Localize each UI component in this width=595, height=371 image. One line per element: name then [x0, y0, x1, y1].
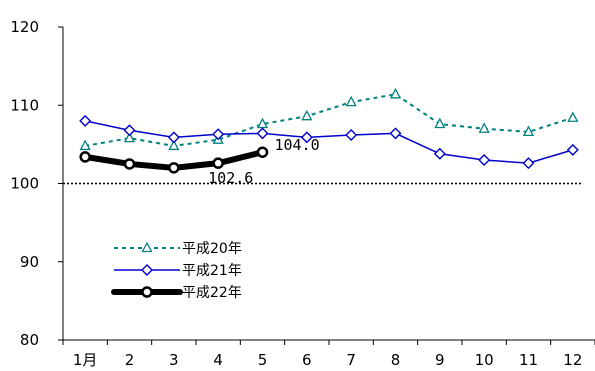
- triangle-marker: [567, 111, 579, 122]
- diamond-marker: [389, 127, 402, 140]
- circle-marker: [141, 286, 153, 298]
- x-tick-label: 1月: [73, 351, 98, 369]
- diamond-marker: [123, 124, 136, 137]
- diamond-marker: [433, 147, 446, 160]
- circle-marker: [256, 146, 269, 158]
- triangle-marker: [301, 109, 313, 121]
- diamond-marker: [300, 131, 313, 144]
- series-line: [85, 120, 574, 164]
- y-tick-label: 110: [10, 96, 39, 114]
- diamond-marker: [478, 154, 491, 167]
- x-tick-label: 10: [475, 351, 494, 369]
- y-tick-label: 100: [10, 175, 39, 193]
- data-labels: 102.6 104.0: [208, 136, 319, 187]
- triangle-marker: [168, 139, 180, 151]
- y-tick-label: 80: [20, 331, 39, 349]
- x-tick-label: 9: [435, 351, 445, 369]
- diamond-marker: [79, 114, 92, 127]
- diamond-marker: [141, 264, 153, 276]
- triangle-marker: [389, 87, 402, 99]
- x-tick-label: 4: [213, 351, 223, 369]
- triangle-marker: [478, 122, 490, 133]
- x-tick-label: 11: [519, 351, 538, 369]
- legend-label: 平成20年: [182, 241, 242, 257]
- diamond-marker: [212, 128, 225, 141]
- diamond-marker: [345, 128, 358, 141]
- x-tick-label: 8: [391, 351, 401, 369]
- y-tick-label: 120: [10, 18, 39, 36]
- legend-label: 平成22年: [182, 285, 242, 301]
- diamond-marker: [167, 131, 180, 144]
- triangle-marker: [345, 95, 357, 107]
- triangle-marker: [123, 131, 136, 143]
- axes: 80 90 100 110 120 1月 2 3 4 5 6 7 8 9 10 11 12: [10, 18, 595, 369]
- x-tick-label: 6: [302, 351, 312, 369]
- x-tick-label: 5: [258, 351, 268, 369]
- legend-item: 平成22年: [111, 285, 242, 301]
- circle-marker: [212, 157, 224, 169]
- series-group: [79, 87, 579, 174]
- legend-item: 平成20年: [114, 241, 242, 257]
- series-line: [84, 93, 574, 147]
- diamond-marker: [522, 157, 535, 170]
- x-tick-label: 12: [563, 351, 582, 369]
- y-tick-label: 90: [20, 253, 39, 271]
- triangle-marker: [79, 139, 91, 151]
- triangle-marker: [141, 241, 153, 253]
- triangle-marker: [434, 117, 446, 129]
- diamond-marker: [566, 143, 579, 156]
- legend-label: 平成21年: [182, 263, 242, 279]
- circle-marker: [79, 151, 91, 163]
- series-2: [79, 114, 579, 170]
- diamond-marker: [256, 127, 269, 140]
- series-3: [79, 146, 269, 174]
- circle-marker: [168, 162, 180, 174]
- triangle-marker: [522, 125, 535, 137]
- series-1: [79, 87, 579, 151]
- circle-marker: [123, 158, 136, 170]
- legend-item: 平成21年: [114, 263, 242, 279]
- x-tick-label: 7: [346, 351, 356, 369]
- data-label: 104.0: [275, 136, 320, 154]
- x-tick-label: 2: [125, 351, 135, 369]
- data-label: 102.6: [208, 169, 253, 187]
- x-tick-label: 3: [169, 351, 179, 369]
